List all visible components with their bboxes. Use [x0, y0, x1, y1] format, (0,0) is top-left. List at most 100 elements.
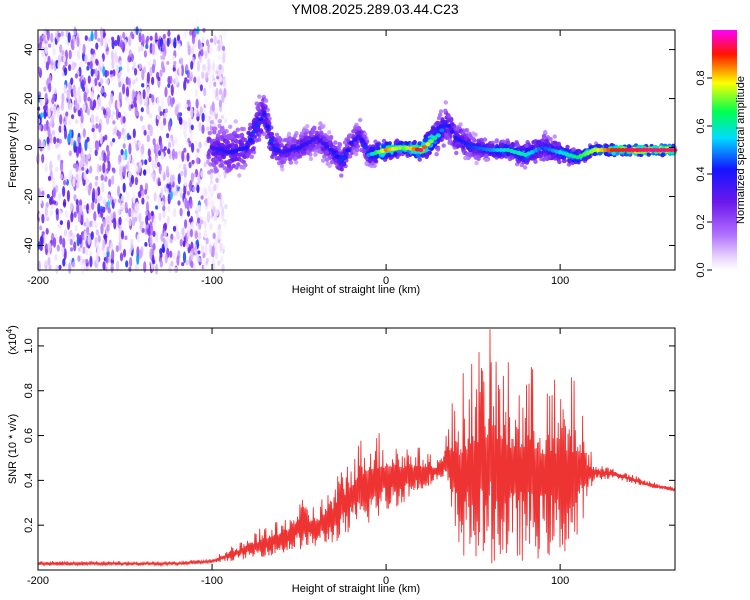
spectrogram-cell-1010 [85, 266, 89, 272]
spectrogram-cell-105 [41, 190, 45, 197]
spectrogram-cell-1187 [71, 114, 75, 120]
spectrogram-cell-1111 [139, 222, 143, 231]
spectrogram-cell-1218 [212, 264, 216, 270]
spectrogram-cell-1219 [136, 93, 140, 103]
spectrogram-cell-1359 [160, 233, 164, 242]
spectrogram-cell-1250 [138, 249, 143, 259]
spectrogram-cell-1433 [102, 218, 106, 228]
spectrogram-cell-3928 [217, 157, 223, 162]
spectrogram-cell-1220 [95, 58, 99, 65]
spectrogram-cell-373 [183, 184, 187, 195]
spectrogram-cell-1196 [192, 43, 197, 48]
spectrogram-cell-4232 [669, 148, 674, 152]
spectrogram-cell-321 [159, 111, 163, 116]
spectrogram-cell-947 [102, 239, 106, 249]
spectrogram-cell-949 [212, 232, 216, 240]
spectrogram-cell-4081 [268, 146, 274, 151]
spectrogram-cell-1129 [78, 172, 82, 183]
spectrogram-cell-721 [183, 132, 187, 139]
spectrogram-cell-1269 [44, 43, 49, 55]
spectrogram-cell-2851 [288, 160, 294, 165]
spectrogram-cell-1020 [41, 140, 46, 151]
colorbar-label: Normalized spectral amplitude [735, 76, 747, 224]
spectrogram-cell-1350 [194, 249, 198, 254]
spectrogram-cell-1105 [82, 246, 86, 254]
spectrogram-cell-1066 [160, 55, 164, 60]
spectrogram-cell-759 [130, 174, 135, 185]
spectrogram-cell-3777 [434, 152, 439, 157]
spectrogram-cell-496 [141, 197, 145, 205]
spectrogram-cell-4023 [423, 138, 428, 143]
snr-ticks: -200 -100 0 100 0.2 0.4 0.6 0.8 1.0 [23, 328, 675, 587]
snr-multiplier-base: (x10 [7, 333, 19, 354]
spectrogram-cell-3479 [476, 138, 481, 143]
spectrogram-cell-29 [138, 32, 142, 43]
snr-xtick-label-2: 0 [383, 575, 389, 587]
spectrogram-cell-916 [130, 208, 134, 219]
spectrogram-cell-883 [115, 64, 119, 76]
spectrogram-cell-1083 [100, 223, 104, 235]
spectrogram-cell-1391 [195, 240, 199, 245]
spectrogram-cell-924 [187, 106, 191, 111]
spectrogram-cell-1098 [88, 37, 92, 42]
spectrogram-cell-2152 [543, 129, 548, 135]
spectrogram-cell-4137 [338, 158, 344, 163]
spectrogram-cell-4136 [334, 154, 340, 159]
spectrogram-cell-1454 [202, 63, 206, 71]
spectrogram-cell-4180 [488, 148, 493, 152]
spectrogram-cell-1138 [82, 128, 86, 138]
spectrogram-cell-217 [132, 79, 136, 85]
spectrogram-cell-1383 [128, 171, 132, 178]
colorbar-tick-label-0: 0.0 [695, 262, 707, 277]
spectrogram-cell-325 [149, 35, 153, 41]
spectrogram-cell-334 [43, 56, 47, 64]
spectrogram-cell-1363 [190, 124, 194, 131]
spectrogram-cell-1106 [176, 35, 180, 41]
spectrogram-cell-1228 [67, 32, 71, 43]
spectrogram-cell-1239 [166, 183, 170, 189]
spectrogram-cell-4119 [275, 148, 281, 153]
spectrogram-cell-1282 [70, 212, 74, 223]
spectrogram-cell-563 [128, 217, 132, 227]
snr-multiplier-exp: 4 [5, 328, 14, 333]
spectrogram-cell-1419 [59, 114, 63, 125]
spectrogram-cell-3259 [339, 167, 344, 172]
spectrogram-cell-724 [201, 124, 205, 134]
snr-xtick-label-1: -100 [201, 575, 223, 587]
spectrogram-cell-1466 [117, 72, 121, 83]
spectrogram-cell-1186 [146, 195, 150, 200]
spectrogram-cell-894 [117, 198, 122, 204]
spectrogram-cell-857 [120, 149, 124, 156]
spectrogram-cell-4227 [651, 148, 657, 152]
spectrogram-cell-1461 [71, 61, 75, 71]
spectrogram-cell-3900 [323, 150, 328, 156]
spectrogram-cell-1126 [44, 102, 48, 111]
spectrogram-cell-1185 [196, 60, 200, 72]
spectrogram-cell-3918 [548, 137, 553, 142]
spectrogram-cell-1181 [146, 86, 150, 98]
spectrogram-cell-1329 [142, 124, 146, 131]
spectrogram-cell-1480 [118, 154, 122, 163]
spectrogram-cell-1330 [41, 213, 45, 224]
spectrogram-cell-1440 [61, 246, 65, 257]
spectrogram-cell-1139 [94, 68, 98, 78]
spectrogram-cell-1130 [93, 211, 97, 222]
spectrogram-cell-3825 [504, 144, 509, 149]
snr-series-line [37, 329, 676, 567]
spectrogram-cell-159 [174, 223, 178, 234]
spectrogram-cell-1211 [38, 139, 42, 150]
spectrogram-cell-3972 [611, 151, 616, 156]
spectrogram-cell-882 [140, 44, 144, 52]
spectrogram-cell-3787 [226, 163, 232, 168]
spectrogram-cell-3672 [398, 140, 403, 145]
spectrogram-cell-1051 [162, 66, 166, 73]
spectrogram-cell-4210 [592, 148, 598, 152]
spectrogram-cell-1358 [63, 228, 68, 237]
spectrogram-cell-1434 [85, 83, 89, 93]
spectrogram-cell-1034 [181, 262, 185, 267]
spectrogram-cell-1488 [111, 36, 115, 41]
spectrogram-cell-1270 [135, 201, 139, 213]
spectrogram-cell-3984 [467, 133, 473, 138]
spectrogram-cell-472 [135, 77, 139, 82]
spectrogram-cell-68 [119, 252, 124, 262]
